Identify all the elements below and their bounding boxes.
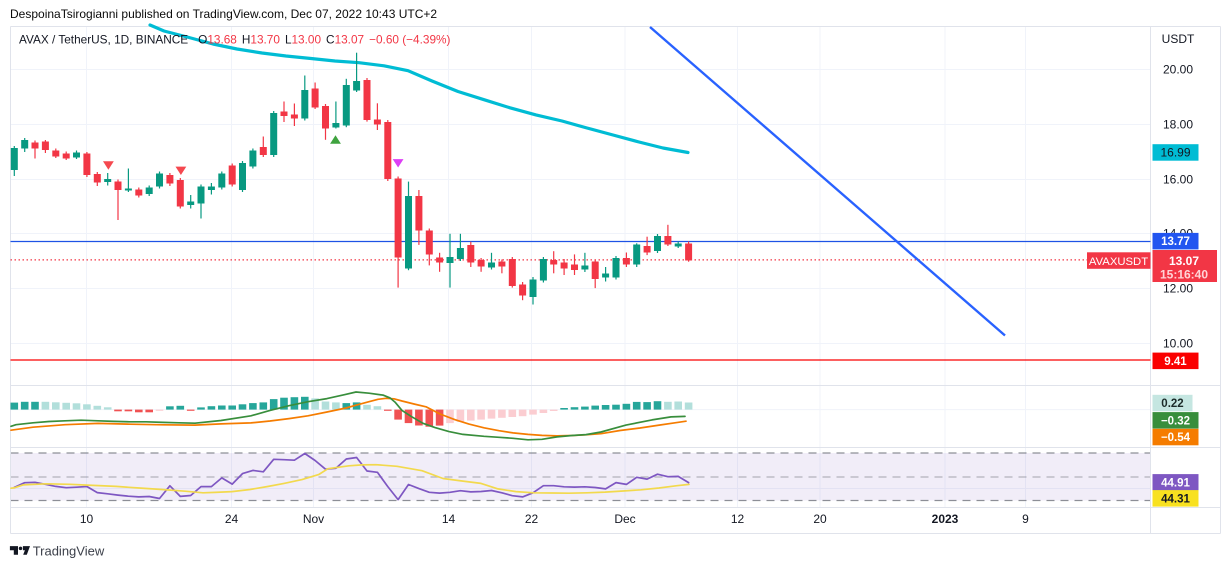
svg-text:0.22: 0.22 <box>1161 398 1183 410</box>
svg-text:15:16:40: 15:16:40 <box>1160 268 1208 282</box>
svg-text:18.00: 18.00 <box>1163 118 1193 132</box>
svg-text:AVAXUSDT: AVAXUSDT <box>1089 256 1148 268</box>
svg-text:13.07: 13.07 <box>1169 254 1199 268</box>
svg-text:9.41: 9.41 <box>1164 356 1187 368</box>
svg-text:TradingView: TradingView <box>33 543 105 558</box>
svg-text:14: 14 <box>442 512 456 526</box>
svg-text:16.99: 16.99 <box>1160 146 1190 160</box>
svg-text:10.00: 10.00 <box>1163 337 1193 351</box>
svg-text:10: 10 <box>80 512 94 526</box>
svg-text:44.31: 44.31 <box>1161 493 1190 505</box>
svg-text:13.77: 13.77 <box>1161 236 1190 248</box>
svg-text:−0.32: −0.32 <box>1161 415 1190 427</box>
svg-text:12: 12 <box>731 512 745 526</box>
svg-text:16.00: 16.00 <box>1163 173 1193 187</box>
svg-text:20: 20 <box>813 512 827 526</box>
svg-text:12.00: 12.00 <box>1163 282 1193 296</box>
svg-text:USDT: USDT <box>1162 32 1195 46</box>
svg-text:24: 24 <box>225 512 239 526</box>
svg-text:20.00: 20.00 <box>1163 63 1193 77</box>
svg-text:Nov: Nov <box>303 512 324 526</box>
svg-text:Dec: Dec <box>614 512 635 526</box>
svg-text:2023: 2023 <box>932 512 959 526</box>
svg-text:−0.54: −0.54 <box>1161 432 1191 444</box>
svg-text:22: 22 <box>525 512 539 526</box>
svg-text:DespoinaTsirogianni published: DespoinaTsirogianni published on Trading… <box>10 7 437 21</box>
svg-text:9: 9 <box>1022 512 1029 526</box>
svg-text:44.91: 44.91 <box>1161 477 1190 489</box>
